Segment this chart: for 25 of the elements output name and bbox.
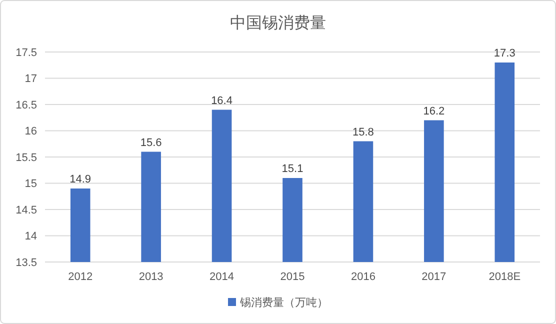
data-label: 16.4	[211, 94, 232, 107]
chart-title: 中国锡消费量	[230, 14, 326, 32]
data-label: 16.2	[423, 105, 445, 118]
y-tick-label: 15.5	[16, 152, 37, 164]
x-tick-label: 2014	[210, 271, 234, 283]
y-tick-label: 13.5	[16, 256, 37, 269]
x-tick-label: 2017	[422, 271, 446, 283]
y-tick-label: 14.5	[16, 204, 37, 216]
y-tick-label: 17.5	[16, 46, 37, 59]
x-tick-label: 2015	[280, 271, 305, 283]
x-tick-label: 2016	[350, 271, 376, 283]
x-tick-label: 2012	[68, 271, 93, 283]
x-tick-label: 2013	[138, 271, 164, 283]
data-label: 17.3	[494, 48, 516, 60]
y-tick-label: 16.5	[16, 99, 37, 112]
y-tick-label: 15	[24, 178, 37, 190]
data-label: 14.9	[70, 174, 92, 186]
y-tick-label: 16	[24, 126, 37, 138]
data-label: 15.1	[282, 163, 304, 175]
y-tick-label: 14	[24, 230, 37, 243]
data-label: 15.6	[140, 136, 162, 149]
x-tick-label: 2018E	[488, 271, 521, 283]
data-label: 15.8	[352, 126, 374, 138]
y-tick-label: 17	[24, 73, 37, 86]
legend-label: 锡消费量（万吨）	[239, 296, 328, 309]
